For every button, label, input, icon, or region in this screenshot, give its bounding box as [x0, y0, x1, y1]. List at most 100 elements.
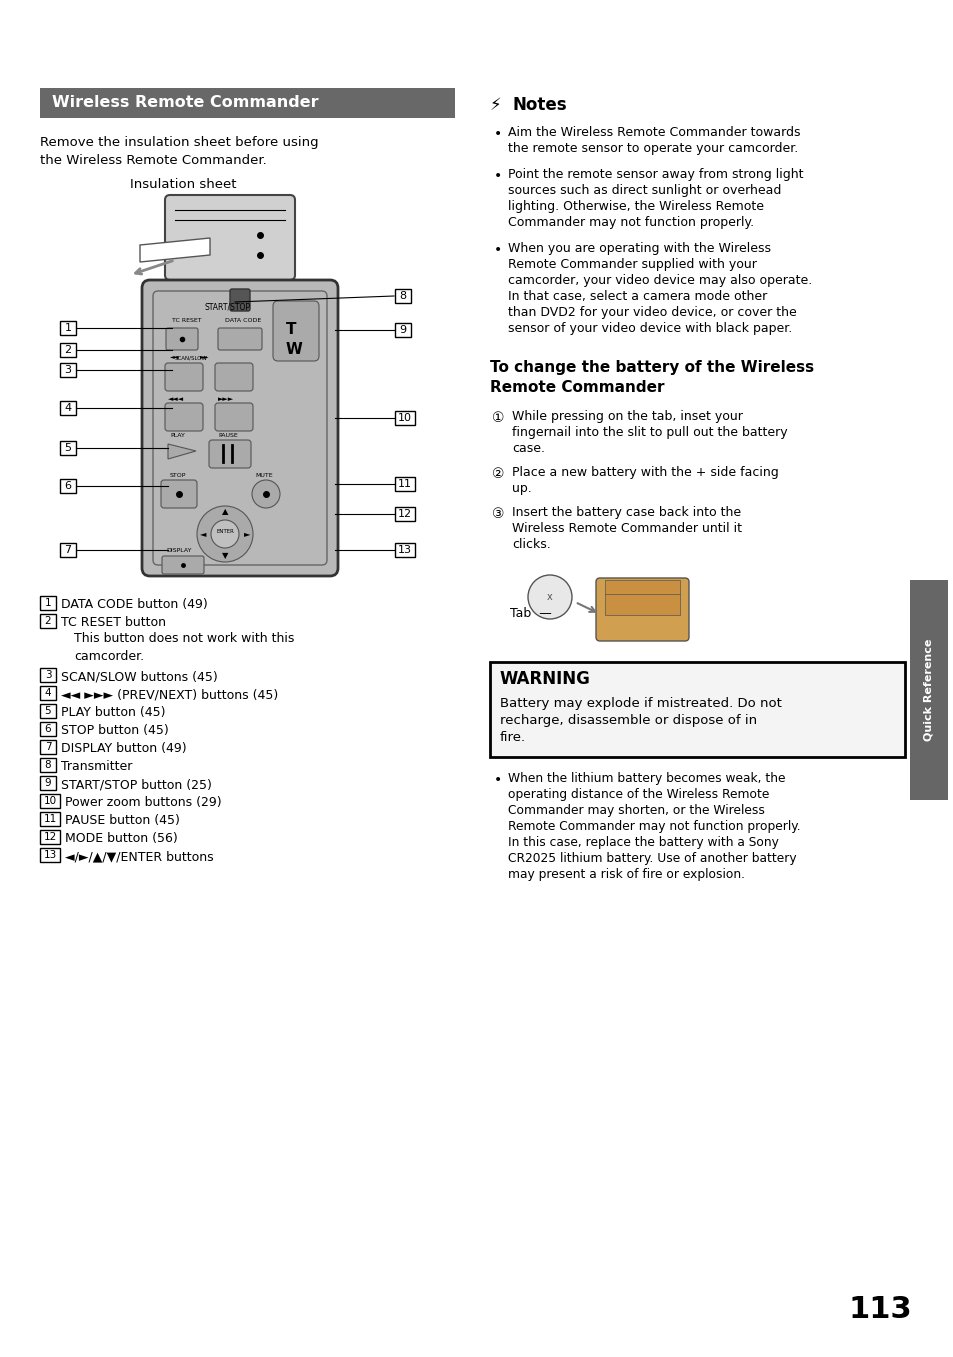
Text: MUTE: MUTE	[254, 474, 273, 478]
Text: MODE button (56): MODE button (56)	[65, 832, 177, 845]
Circle shape	[211, 520, 239, 548]
Bar	[40, 759, 56, 772]
Text: recharge, disassemble or dispose of in: recharge, disassemble or dispose of in	[499, 714, 757, 727]
Text: ◄: ◄	[199, 529, 206, 539]
Bar	[909, 579, 947, 801]
Text: START/STOP button (25): START/STOP button (25)	[61, 778, 212, 791]
FancyBboxPatch shape	[142, 280, 337, 575]
FancyBboxPatch shape	[214, 364, 253, 391]
Text: 7: 7	[45, 742, 51, 752]
Text: fire.: fire.	[499, 731, 525, 744]
Text: sources such as direct sunlight or overhead: sources such as direct sunlight or overh…	[507, 185, 781, 197]
Text: 1: 1	[65, 323, 71, 332]
Text: SCAN/SLOW: SCAN/SLOW	[174, 356, 208, 361]
Text: ▼: ▼	[221, 551, 228, 560]
Bar	[395, 508, 415, 521]
Bar	[395, 478, 415, 491]
Text: When you are operating with the Wireless: When you are operating with the Wireless	[507, 242, 770, 255]
FancyBboxPatch shape	[273, 301, 318, 361]
Text: ②: ②	[492, 467, 504, 480]
Text: ENTER: ENTER	[215, 529, 233, 535]
Text: •: •	[494, 243, 501, 256]
Text: 1: 1	[45, 598, 51, 608]
Text: 9: 9	[399, 324, 406, 335]
Text: Battery may explode if mistreated. Do not: Battery may explode if mistreated. Do no…	[499, 697, 781, 710]
Text: DISPLAY: DISPLAY	[166, 548, 192, 554]
Bar	[60, 364, 76, 377]
Text: clicks.: clicks.	[512, 537, 550, 551]
Text: PLAY: PLAY	[170, 433, 185, 438]
Text: 5: 5	[65, 442, 71, 453]
Text: •: •	[494, 773, 501, 787]
Text: ◄/►/▲/▼/ENTER buttons: ◄/►/▲/▼/ENTER buttons	[65, 849, 213, 863]
Text: WARNING: WARNING	[499, 670, 590, 688]
Bar	[40, 687, 56, 700]
FancyBboxPatch shape	[165, 195, 294, 280]
Bar	[60, 479, 76, 493]
FancyBboxPatch shape	[165, 403, 203, 432]
Bar	[60, 322, 76, 335]
Text: TC RESET: TC RESET	[172, 318, 201, 323]
Text: Insulation sheet: Insulation sheet	[130, 178, 236, 191]
Text: Tab  —: Tab —	[510, 607, 551, 620]
Text: TC RESET button: TC RESET button	[61, 616, 166, 630]
Text: ►: ►	[244, 529, 250, 539]
FancyBboxPatch shape	[596, 578, 688, 641]
Text: 9: 9	[45, 778, 51, 788]
Text: STOP button (45): STOP button (45)	[61, 725, 169, 737]
Text: Notes: Notes	[512, 96, 566, 114]
Text: ⚡: ⚡	[490, 96, 501, 114]
Text: STOP: STOP	[170, 474, 186, 478]
Text: Power zoom buttons (29): Power zoom buttons (29)	[65, 797, 221, 809]
Bar	[395, 411, 415, 425]
FancyBboxPatch shape	[214, 403, 253, 432]
Text: the remote sensor to operate your camcorder.: the remote sensor to operate your camcor…	[507, 142, 798, 155]
Text: Point the remote sensor away from strong light: Point the remote sensor away from strong…	[507, 168, 802, 180]
Text: ①: ①	[492, 411, 504, 425]
Text: SCAN/SLOW buttons (45): SCAN/SLOW buttons (45)	[61, 670, 217, 683]
Bar	[395, 543, 415, 556]
Bar	[40, 794, 60, 807]
Text: PAUSE button (45): PAUSE button (45)	[65, 814, 180, 826]
Text: Quick Reference: Quick Reference	[923, 639, 933, 741]
Text: 10: 10	[397, 413, 412, 423]
Text: When the lithium battery becomes weak, the: When the lithium battery becomes weak, t…	[507, 772, 784, 784]
FancyBboxPatch shape	[209, 440, 251, 468]
Text: ▲: ▲	[221, 508, 228, 517]
Bar	[60, 343, 76, 357]
Text: the Wireless Remote Commander.: the Wireless Remote Commander.	[40, 153, 267, 167]
Text: DATA CODE button (49): DATA CODE button (49)	[61, 598, 208, 611]
Circle shape	[527, 575, 572, 619]
Text: While pressing on the tab, inset your: While pressing on the tab, inset your	[512, 410, 742, 423]
Text: fingernail into the slit to pull out the battery: fingernail into the slit to pull out the…	[512, 426, 787, 440]
Bar	[40, 704, 56, 718]
FancyBboxPatch shape	[218, 328, 262, 350]
Text: Aim the Wireless Remote Commander towards: Aim the Wireless Remote Commander toward…	[507, 126, 800, 138]
FancyBboxPatch shape	[162, 556, 204, 574]
Circle shape	[252, 480, 280, 508]
Text: Insert the battery case back into the: Insert the battery case back into the	[512, 506, 740, 518]
Text: 3: 3	[65, 365, 71, 375]
Text: ◄◄◄: ◄◄◄	[168, 396, 184, 402]
Bar	[40, 596, 56, 611]
Text: 11: 11	[397, 479, 412, 489]
Bar	[40, 776, 56, 790]
Bar	[60, 543, 76, 556]
Text: 4: 4	[45, 688, 51, 697]
Text: CR2025 lithium battery. Use of another battery: CR2025 lithium battery. Use of another b…	[507, 852, 796, 864]
Text: 3: 3	[45, 670, 51, 680]
Text: 4: 4	[65, 403, 71, 413]
Text: Transmitter: Transmitter	[61, 760, 132, 773]
Text: Remote Commander may not function properly.: Remote Commander may not function proper…	[507, 820, 800, 833]
Bar	[395, 323, 411, 337]
Bar	[604, 579, 679, 615]
Bar	[60, 402, 76, 415]
Text: Commander may shorten, or the Wireless: Commander may shorten, or the Wireless	[507, 803, 764, 817]
Text: ◄◄ ►►► (PREV/NEXT) buttons (45): ◄◄ ►►► (PREV/NEXT) buttons (45)	[61, 688, 278, 702]
Bar	[40, 811, 60, 826]
Text: 7: 7	[65, 546, 71, 555]
Text: case.: case.	[512, 442, 544, 455]
Bar	[40, 668, 56, 683]
Text: Remote Commander: Remote Commander	[490, 380, 664, 395]
Text: Place a new battery with the + side facing: Place a new battery with the + side faci…	[512, 465, 778, 479]
